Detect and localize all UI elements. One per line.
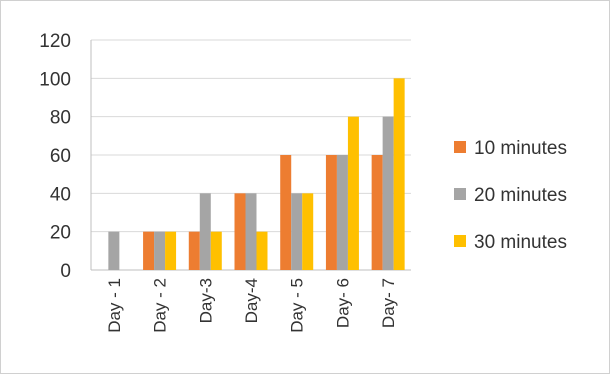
bar-10-minutes-3	[188, 231, 200, 270]
x-tick-label: Day-4	[242, 278, 261, 323]
bar-30-minutes-2	[165, 231, 177, 270]
bar-10-minutes-6	[325, 155, 337, 270]
x-tick-label: Day- 6	[333, 278, 352, 328]
x-tick-label: Day - 5	[288, 278, 307, 333]
y-tick-label: 0	[60, 261, 71, 282]
bar-10-minutes-7	[371, 155, 383, 270]
x-tick-label: Day - 2	[151, 278, 170, 333]
y-tick-label: 120	[39, 31, 71, 52]
bar-10-minutes-5	[280, 155, 292, 270]
bar-30-minutes-5	[302, 193, 314, 270]
legend-label: 20 minutes	[474, 185, 567, 206]
bar-30-minutes-6	[347, 116, 359, 271]
legend-label: 30 minutes	[474, 232, 567, 253]
bar-20-minutes-1	[108, 231, 120, 270]
y-tick-label: 80	[50, 108, 71, 129]
bar-30-minutes-7	[393, 78, 405, 270]
bar-20-minutes-6	[336, 155, 348, 270]
y-tick-label: 20	[50, 223, 71, 244]
bar-10-minutes-4	[234, 193, 246, 270]
x-tick-label: Day-3	[196, 278, 215, 323]
bar-20-minutes-2	[154, 231, 166, 270]
bar-20-minutes-3	[199, 193, 211, 270]
y-tick-label: 60	[50, 146, 71, 167]
y-tick-label: 40	[50, 184, 71, 205]
bar-20-minutes-7	[382, 116, 394, 271]
x-tick-label: Day - 1	[105, 278, 124, 333]
legend-swatch	[454, 235, 466, 247]
y-tick-label: 100	[39, 69, 71, 90]
legend-swatch	[454, 188, 466, 200]
bar-10-minutes-2	[143, 231, 155, 270]
x-tick-label: Day- 7	[379, 278, 398, 328]
bar-20-minutes-4	[245, 193, 257, 270]
bar-20-minutes-5	[291, 193, 303, 270]
legend-swatch	[454, 141, 466, 153]
legend-label: 10 minutes	[474, 138, 567, 159]
bar-30-minutes-3	[210, 231, 222, 270]
bar-30-minutes-4	[256, 231, 268, 270]
